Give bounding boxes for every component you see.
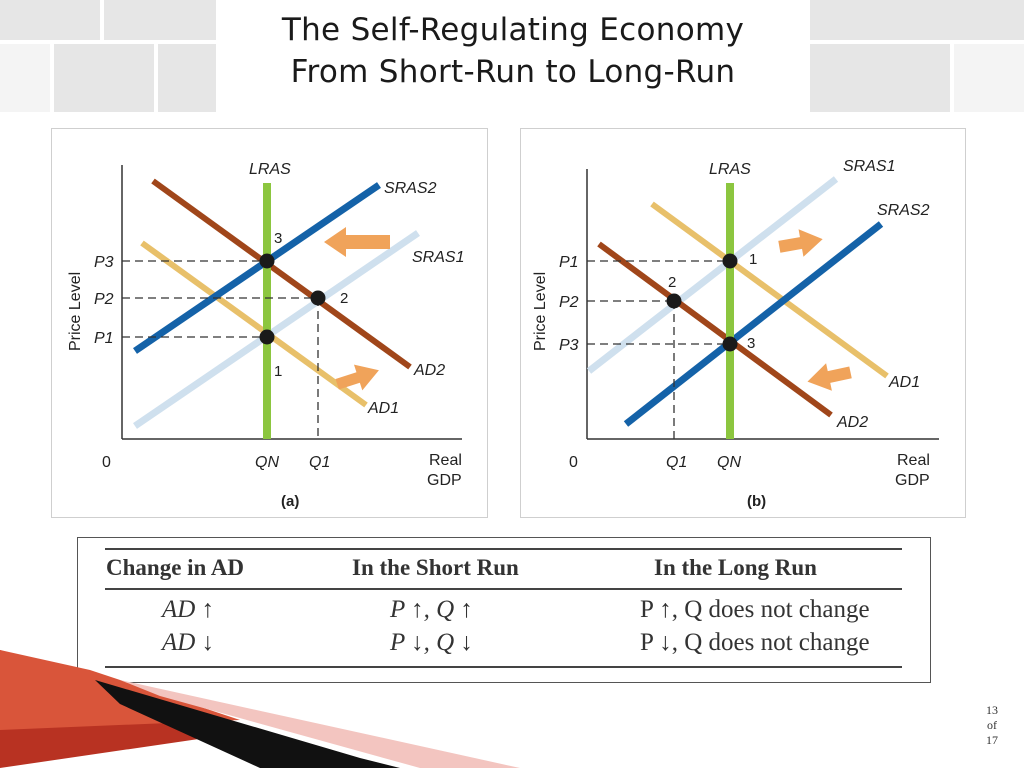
equilibrium-point-2 xyxy=(666,293,682,309)
point-label-1: 1 xyxy=(749,251,757,268)
page-total: 17 xyxy=(986,733,998,747)
ad1-label: AD1 xyxy=(888,374,920,391)
diagram-a-panel: LRAS SRAS2 SRAS1 AD2 AD1 3 2 1 P3 P2 P1 … xyxy=(51,128,488,518)
x-axis-label-line2: GDP xyxy=(895,472,930,489)
bg-tile xyxy=(810,44,950,112)
ad1-label: AD1 xyxy=(367,400,399,417)
bg-tile xyxy=(954,44,1024,112)
slide-subtitle: From Short-Run to Long-Run xyxy=(290,54,736,90)
origin-label: 0 xyxy=(102,454,111,471)
table-cell: P ↑, Q ↑ xyxy=(390,596,473,623)
bg-tile xyxy=(54,44,154,112)
diagram-caption: (a) xyxy=(281,493,299,510)
lras-label: LRAS xyxy=(709,161,751,178)
sras-shift-arrow xyxy=(324,227,390,257)
price-label-p1: P1 xyxy=(559,254,579,271)
x-axis-label-line1: Real xyxy=(429,452,462,469)
point-label-2: 2 xyxy=(668,274,676,291)
sras2-label: SRAS2 xyxy=(877,202,930,219)
ad-shift-arrow xyxy=(335,364,379,391)
ad1-curve xyxy=(650,201,889,379)
ad2-label: AD2 xyxy=(413,362,445,379)
bg-tile xyxy=(0,0,100,40)
title-box: The Self-Regulating Economy From Short-R… xyxy=(220,0,806,112)
bg-tile xyxy=(0,44,50,112)
page-current: 13 xyxy=(986,703,998,717)
sras1-curve xyxy=(133,230,420,429)
bg-tile xyxy=(104,0,216,40)
ad-shift-arrow xyxy=(807,363,852,391)
table-cell: AD ↑ xyxy=(162,596,215,623)
table-cell: P ↑, Q does not change xyxy=(640,596,870,623)
quantity-label-q1: Q1 xyxy=(666,454,687,471)
price-label-p3: P3 xyxy=(559,337,579,354)
table-cell: P ↓, Q does not change xyxy=(640,629,870,656)
table-header-rule xyxy=(105,588,902,590)
table-header-long-run: In the Long Run xyxy=(654,555,817,580)
table-cell: P ↓, Q ↓ xyxy=(390,629,473,656)
bg-tile xyxy=(810,0,1024,40)
quantity-label-qn: QN xyxy=(717,454,741,471)
origin-label: 0 xyxy=(569,454,578,471)
equilibrium-point-3 xyxy=(259,253,275,269)
table-cell: AD ↓ xyxy=(162,629,215,656)
sras1-label: SRAS1 xyxy=(412,249,464,266)
price-label-p3: P3 xyxy=(94,254,114,271)
equilibrium-point-3 xyxy=(722,336,738,352)
x-axis-label-line2: GDP xyxy=(427,472,462,489)
table-bottom-rule xyxy=(105,666,902,668)
sras1-curve xyxy=(586,176,839,374)
summary-table: Change in AD In the Short Run In the Lon… xyxy=(77,537,931,683)
sras2-curve xyxy=(133,182,381,354)
y-axis-label: Price Level xyxy=(67,272,84,351)
table-top-rule xyxy=(105,548,902,550)
price-label-p1: P1 xyxy=(94,330,114,347)
ad2-curve xyxy=(151,178,412,370)
point-label-3: 3 xyxy=(274,230,282,247)
equilibrium-point-1 xyxy=(722,253,738,269)
sras2-curve xyxy=(623,221,884,427)
page-of: of xyxy=(987,718,997,732)
slide-title: The Self-Regulating Economy xyxy=(281,12,745,48)
point-label-1: 1 xyxy=(274,363,282,380)
point-label-2: 2 xyxy=(340,290,348,307)
ad2-label: AD2 xyxy=(836,414,868,431)
page-number: 13 of 17 xyxy=(977,703,1007,748)
sras-shift-arrow xyxy=(778,229,823,257)
decorative-swoosh xyxy=(0,650,520,768)
equilibrium-point-2 xyxy=(310,290,326,306)
diagram-caption: (b) xyxy=(747,493,766,510)
x-axis-label-line1: Real xyxy=(897,452,930,469)
y-axis-label: Price Level xyxy=(532,272,549,351)
diagram-b-panel: LRAS SRAS1 SRAS2 AD1 AD2 1 2 3 P1 P2 P3 … xyxy=(520,128,966,518)
diagram-b: LRAS SRAS1 SRAS2 AD1 AD2 1 2 3 P1 P2 P3 … xyxy=(532,158,939,510)
point-label-3: 3 xyxy=(747,335,755,352)
price-label-p2: P2 xyxy=(559,294,579,311)
table-header-change: Change in AD xyxy=(106,555,245,580)
ad1-curve xyxy=(140,240,368,408)
price-label-p2: P2 xyxy=(94,291,114,308)
diagram-a: LRAS SRAS2 SRAS1 AD2 AD1 3 2 1 P3 P2 P1 … xyxy=(67,161,464,510)
lras-label: LRAS xyxy=(249,161,291,178)
quantity-label-qn: QN xyxy=(255,454,279,471)
sras2-label: SRAS2 xyxy=(384,180,437,197)
table-header-short-run: In the Short Run xyxy=(352,555,519,580)
sras1-label: SRAS1 xyxy=(843,158,895,175)
bg-tile xyxy=(158,44,216,112)
equilibrium-point-1 xyxy=(259,329,275,345)
quantity-label-q1: Q1 xyxy=(309,454,330,471)
ad2-curve xyxy=(597,241,833,418)
